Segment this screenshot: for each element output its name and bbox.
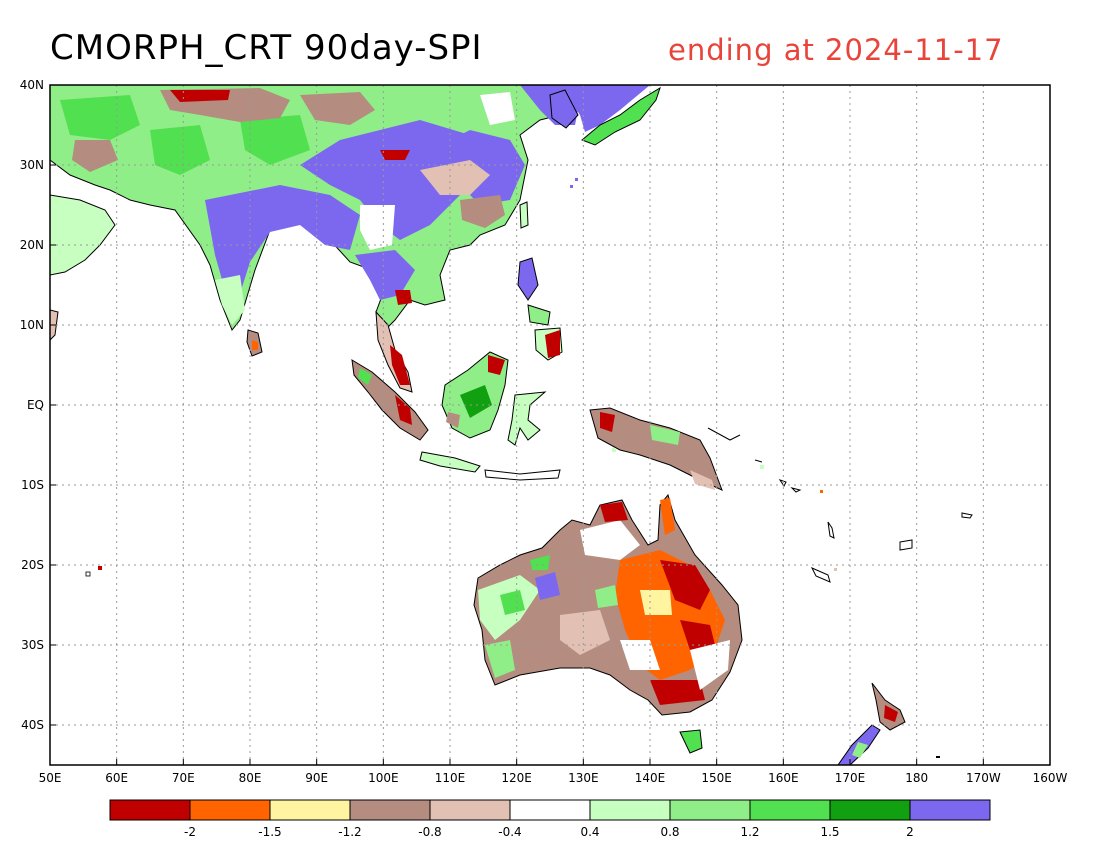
map-grid [50,85,1050,765]
lat-tick-label: 40N [20,78,44,92]
land-new-zealand-north [871,682,906,731]
legend-swatch [829,799,911,821]
lon-tick-label: 160E [768,771,799,785]
legend-label: -1.5 [258,825,281,839]
legend-swatch [189,799,271,821]
legend-swatch [909,799,991,821]
lon-tick-label: 160W [1033,771,1068,785]
asia-dry-patches [72,88,505,305]
lon-tick-label: 120E [501,771,532,785]
lat-tick-label: 10N [20,318,44,332]
legend-swatch [749,799,831,821]
lon-tick-label: 170E [835,771,866,785]
legend-swatch [509,799,591,821]
land-philippines-visayas [527,304,551,326]
legend-label: -2 [184,825,196,839]
land-lesser-sunda [484,469,561,481]
lon-tick-label: 180 [905,771,928,785]
lon-tick-label: 70E [172,771,195,785]
legend-label: 1.5 [820,825,839,839]
lon-tick-label: 50E [39,771,62,785]
lat-tick-label: 20S [21,558,44,572]
legend-swatch [669,799,751,821]
lat-tick-label: 40S [21,718,44,732]
land-tasmania [679,729,703,754]
legend-label: -1.2 [338,825,361,839]
legend-swatch [109,799,191,821]
lon-tick-label: 60E [105,771,128,785]
legend-swatch [589,799,671,821]
lon-tick-label: 140E [635,771,666,785]
lon-tick-label: 170W [966,771,1001,785]
land-arabia [50,194,116,276]
legend-label: 2 [906,825,914,839]
lon-tick-label: 90E [305,771,328,785]
lat-tick-label: EQ [27,398,44,412]
speckles [85,178,940,758]
spi-legend: -2 -1.5 -1.2 -0.8 -0.4 0.4 0.8 1.2 1.5 2 [109,799,991,839]
land-new-guinea [589,407,723,491]
map-subtitle: ending at 2024-11-17 [668,33,1004,67]
land-sulawesi [507,391,547,446]
pacific-islands [707,427,973,583]
legend-label: -0.8 [418,825,441,839]
map-title: CMORPH_CRT 90day-SPI [50,28,483,68]
lon-tick-label: 130E [568,771,599,785]
lon-tick-label: 100E [368,771,399,785]
lat-tick-label: 30N [20,158,44,172]
land-japan [581,86,661,146]
lon-tick-label: 80E [239,771,262,785]
legend-label: 0.4 [580,825,599,839]
legend-label: 1.2 [740,825,759,839]
lat-tick-label: 10S [21,478,44,492]
land-korea [549,89,579,129]
australia-patches [478,498,730,705]
legend-swatch [349,799,431,821]
legend-swatch [429,799,511,821]
legend-swatch [269,799,351,821]
land-philippines-luzon [517,257,539,301]
land-taiwan [519,201,529,229]
lon-tick-label: 150E [701,771,732,785]
map-axes: 50E 60E 70E 80E 90E 100E 110E 120E 130E 140E 150E 1… [20,78,1068,785]
land-java [419,451,481,473]
map-frame [49,84,1051,766]
spi-field [50,85,973,765]
legend-label: 0.8 [660,825,679,839]
lat-tick-label: 20N [20,238,44,252]
lat-tick-label: 30S [21,638,44,652]
lon-tick-label: 110E [435,771,466,785]
legend-label: -0.4 [498,825,521,839]
